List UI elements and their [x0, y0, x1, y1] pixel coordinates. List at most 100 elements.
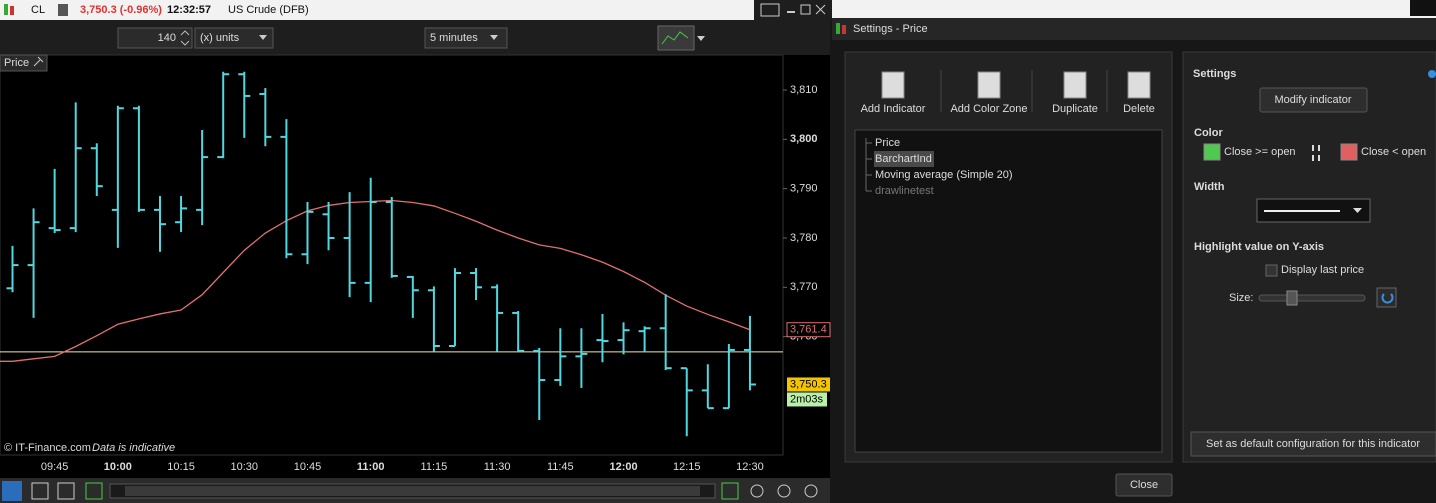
y-tick-label: 3,790: [790, 183, 818, 195]
x-tick-label: 10:00: [104, 461, 132, 473]
tool-button[interactable]: [721, 482, 739, 500]
plot-frame: [0, 54, 784, 456]
tool-button[interactable]: [57, 482, 75, 500]
list-item: Moving average (Simple 20): [875, 169, 1013, 181]
candle-icon: [836, 23, 840, 34]
desktop-strip: [832, 0, 1436, 18]
units-dropdown[interactable]: [194, 27, 274, 49]
units-input[interactable]: [117, 27, 193, 49]
dropdown-arrow: [1353, 208, 1362, 213]
x-tick-label: 09:45: [41, 461, 69, 473]
settings-heading: Settings: [1193, 68, 1236, 80]
dropdown-arrow: [259, 35, 267, 40]
tool-label: Add Indicator: [861, 103, 926, 115]
window-controls: [754, 0, 832, 20]
items: Price BarchartInd Moving average (Simple 2…: [875, 137, 1013, 197]
timeframe: 5 minutes: [430, 32, 478, 44]
down-color-label: Close < open: [1361, 146, 1426, 158]
size-label: Size:: [1229, 292, 1253, 304]
symbol: CL: [31, 4, 45, 16]
y-tick-label: 3,810: [790, 84, 818, 96]
last-price-checkbox[interactable]: [1265, 264, 1278, 277]
indicator-icon: [661, 31, 689, 45]
scroll-thumb[interactable]: [125, 486, 700, 496]
dialog-title: Settings - Price: [853, 23, 928, 35]
top-bar: [0, 0, 830, 20]
tool-icon[interactable]: [1127, 71, 1151, 99]
keyboard-button[interactable]: [760, 3, 780, 17]
tool-button[interactable]: [31, 482, 49, 500]
tool-label: Add Color Zone: [950, 103, 1027, 115]
size-slider[interactable]: [1258, 294, 1366, 302]
footer-source: © IT-Finance.com: [4, 442, 91, 454]
tool-button[interactable]: [85, 482, 103, 500]
candle-icon: [10, 6, 14, 15]
tree-lines: [865, 138, 872, 192]
x-tick-label: 11:00: [357, 461, 385, 473]
desktop-window: [1410, 0, 1436, 16]
tool-label: Delete: [1123, 103, 1155, 115]
y-tick-label: 3,780: [790, 232, 818, 244]
spinner[interactable]: [180, 30, 190, 46]
units-value: 140: [158, 32, 176, 44]
status-dot: [1428, 70, 1436, 78]
list-item: Price: [875, 137, 900, 149]
width-heading: Width: [1194, 181, 1225, 193]
dropdown-arrow[interactable]: [697, 36, 705, 41]
highlight-heading: Highlight value on Y-axis: [1194, 241, 1324, 253]
x-tick-label: 12:30: [736, 461, 764, 473]
price-label-box[interactable]: [0, 54, 48, 72]
info-icon[interactable]: [58, 4, 68, 16]
up-color[interactable]: [1203, 143, 1221, 161]
y-tick-label: 3,770: [790, 281, 818, 293]
indicator-list: [854, 129, 1163, 453]
zoom-out[interactable]: [777, 484, 791, 498]
dropdown-arrow: [490, 35, 498, 40]
close-button[interactable]: [1115, 473, 1173, 497]
ma-last-label: 3,761.4: [790, 324, 827, 336]
instrument: US Crude (DFB): [228, 4, 309, 16]
default-button[interactable]: [1190, 431, 1436, 457]
zoom-in[interactable]: [804, 484, 818, 498]
price-label: Price: [4, 57, 29, 69]
tool-label: Duplicate: [1052, 103, 1098, 115]
zoom-fit[interactable]: [750, 484, 764, 498]
dialog-titlebar: [832, 18, 1436, 40]
modify-button[interactable]: [1259, 87, 1368, 113]
slider-thumb[interactable]: [1286, 290, 1298, 306]
down-color[interactable]: [1340, 143, 1358, 161]
footer-note: Data is indicative: [92, 442, 175, 454]
last-price-box: [787, 377, 830, 392]
wrench-icon[interactable]: [33, 56, 44, 67]
modify-label: Modify indicator: [1274, 94, 1351, 106]
up-color-label: Close >= open: [1224, 146, 1296, 158]
last-price-label: 3,750.3: [790, 378, 827, 390]
close-label: Close: [1130, 479, 1158, 491]
plot: 3,7603,7703,7803,7903,8003,81009:4510:00…: [0, 71, 831, 473]
selected-row: [874, 151, 934, 167]
candle-icon: [842, 25, 846, 34]
reset-icon: [1381, 293, 1394, 304]
candle-icon: [4, 4, 8, 15]
last-price-label: Display last price: [1281, 264, 1364, 276]
x-tick-label: 10:30: [231, 461, 259, 473]
x-tick-label: 11:15: [421, 461, 448, 473]
y-tick-label: 3,800: [790, 133, 818, 145]
share-button[interactable]: [2, 481, 22, 501]
link-icon[interactable]: [1312, 145, 1320, 161]
countdown-box: [787, 392, 827, 407]
tool-icon[interactable]: [1063, 71, 1087, 99]
minimize-button[interactable]: [787, 11, 795, 13]
tool-icon[interactable]: [881, 71, 905, 99]
x-tick-label: 10:15: [167, 461, 195, 473]
color-heading: Color: [1194, 127, 1223, 139]
maximize-button[interactable]: [800, 4, 811, 15]
x-tick-label: 11:30: [484, 461, 511, 473]
countdown: 2m03s: [790, 393, 824, 405]
timeframe-dropdown[interactable]: [424, 27, 508, 49]
tool-icon[interactable]: [977, 71, 1001, 99]
close-window-button[interactable]: [815, 4, 826, 15]
clock: 12:32:57: [167, 4, 211, 16]
